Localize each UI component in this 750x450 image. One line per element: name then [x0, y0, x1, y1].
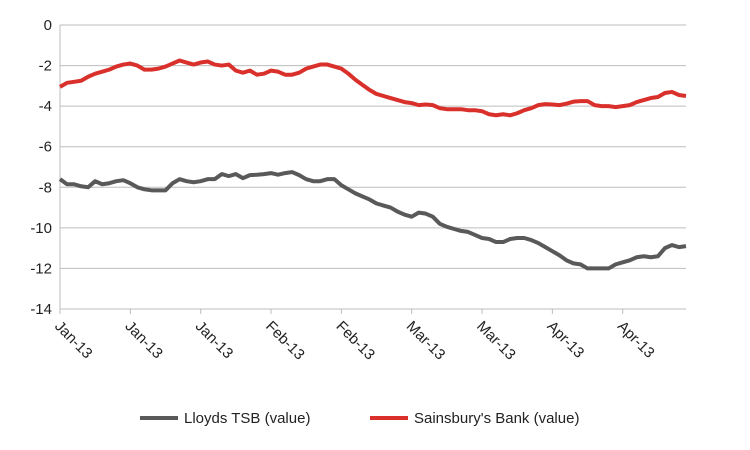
x-tick-label: Jan-13: [192, 318, 236, 362]
y-tick-label: -8: [39, 179, 52, 196]
x-tick-label: Mar-13: [473, 318, 519, 364]
x-tick-label: Jan-13: [122, 318, 166, 362]
x-tick-label: Apr-13: [544, 318, 588, 362]
y-tick-label: -10: [30, 220, 52, 237]
y-tick-label: 0: [44, 17, 52, 34]
x-tick-label: Feb-13: [333, 318, 379, 364]
legend-label: Lloyds TSB (value): [184, 410, 310, 427]
series-line: [58, 58, 687, 118]
y-tick-label: -4: [39, 98, 52, 115]
x-tick-label: Jan-13: [51, 318, 95, 362]
legend-label: Sainsbury's Bank (value): [414, 410, 579, 427]
y-tick-label: -6: [39, 139, 52, 156]
y-tick-label: -14: [30, 301, 52, 318]
x-tick-label: Apr-13: [614, 318, 658, 362]
x-tick-label: Mar-13: [403, 318, 449, 364]
x-tick-label: Feb-13: [262, 318, 308, 364]
y-tick-label: -12: [30, 260, 52, 277]
series-line: [58, 170, 687, 271]
y-tick-label: -2: [39, 58, 52, 75]
